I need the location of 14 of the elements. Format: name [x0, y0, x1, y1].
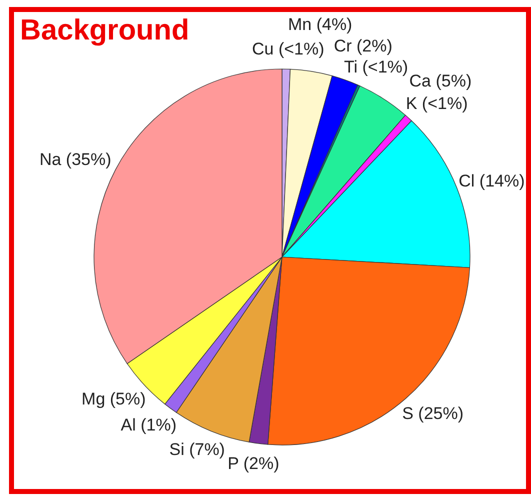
slice-label: Cr (2%)	[334, 36, 392, 56]
slice-label: Ti (<1%)	[344, 58, 408, 77]
slice-label: Na (35%)	[39, 150, 112, 170]
slice-label: P (2%)	[228, 454, 280, 473]
slice-label: Mn (4%)	[288, 15, 352, 34]
slice-label: Ca (5%)	[409, 72, 472, 91]
slice-label: Si (7%)	[169, 440, 225, 460]
slice-label: S (25%)	[402, 404, 464, 423]
slice-label: Al (1%)	[120, 415, 176, 434]
slice-label: Mg (5%)	[82, 389, 146, 408]
chart-title: Background	[20, 14, 190, 46]
slice-label: Cu (<1%)	[252, 40, 324, 59]
slice-label: Cl (14%)	[458, 172, 525, 191]
slice-label: K (<1%)	[406, 94, 468, 114]
